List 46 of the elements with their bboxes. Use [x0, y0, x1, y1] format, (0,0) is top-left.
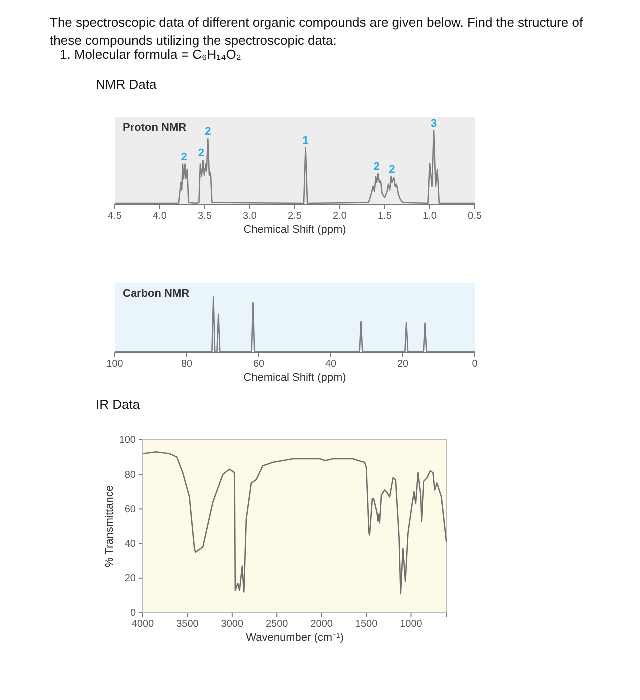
x-axis-title: Wavenumber (cm⁻¹)	[246, 632, 344, 644]
x-tick-label: 1000	[400, 619, 423, 630]
text: NMR Data	[96, 76, 158, 94]
x-tick-label: 40	[325, 359, 337, 370]
x-tick-label: 1.5	[378, 211, 392, 222]
annotation: 2	[205, 126, 212, 138]
x-tick-label: 0.5	[468, 211, 482, 222]
y-tick-label: 0	[130, 608, 136, 620]
annotation: 1	[302, 135, 309, 148]
x-axis-title: Chemical Shift (ppm)	[244, 372, 346, 384]
y-axis-title: % Transmittance	[104, 486, 116, 568]
x-tick-label: 2000	[310, 619, 334, 630]
x-tick-label: 3000	[221, 619, 244, 630]
annotation: 2	[374, 160, 380, 173]
x-tick-label: 60	[253, 359, 265, 370]
y-tick-label: 100	[119, 435, 136, 446]
x-tick-label: 2.0	[333, 211, 348, 222]
x-tick-label: 1.0	[423, 211, 438, 222]
y-tick-label: 40	[124, 539, 136, 550]
chart-title: Carbon NMR	[123, 288, 190, 300]
y-tick-label: 60	[124, 504, 136, 516]
annotation: 2	[198, 148, 204, 160]
x-tick-label: 4.0	[153, 211, 168, 222]
x-tick-label: 1500	[355, 619, 378, 630]
x-tick-label: 2.5	[288, 211, 302, 222]
x-tick-label: 2500	[266, 619, 289, 630]
x-tick-label: 3500	[176, 619, 200, 630]
text: IR Data	[96, 396, 142, 414]
annotation: 2	[181, 151, 188, 164]
annotation: 3	[430, 118, 438, 130]
x-tick-label: 3.0	[243, 211, 258, 222]
text: The spectroscopic data of different organic compounds are given below. Find the structure of these compounds utilizing the spectroscopic data:	[50, 14, 584, 50]
x-axis-title: Chemical Shift (ppm)	[244, 224, 346, 236]
x-tick-label: 3.5	[198, 211, 212, 222]
y-tick-label: 20	[124, 574, 136, 585]
x-tick-label: 4000	[132, 619, 155, 630]
x-tick-label: 80	[181, 359, 193, 370]
x-tick-label: 0	[472, 359, 478, 370]
line-series	[142, 451, 448, 595]
x-tick-label: 20	[397, 359, 409, 370]
y-tick-label: 80	[124, 470, 136, 481]
annotation: 2	[389, 164, 396, 176]
x-tick-label: 4.5	[108, 211, 122, 222]
chart-title: Proton NMR	[123, 122, 187, 134]
text: 1. Molecular formula = C₆H₁₄O₂	[60, 47, 242, 64]
x-tick-label: 100	[106, 359, 124, 370]
